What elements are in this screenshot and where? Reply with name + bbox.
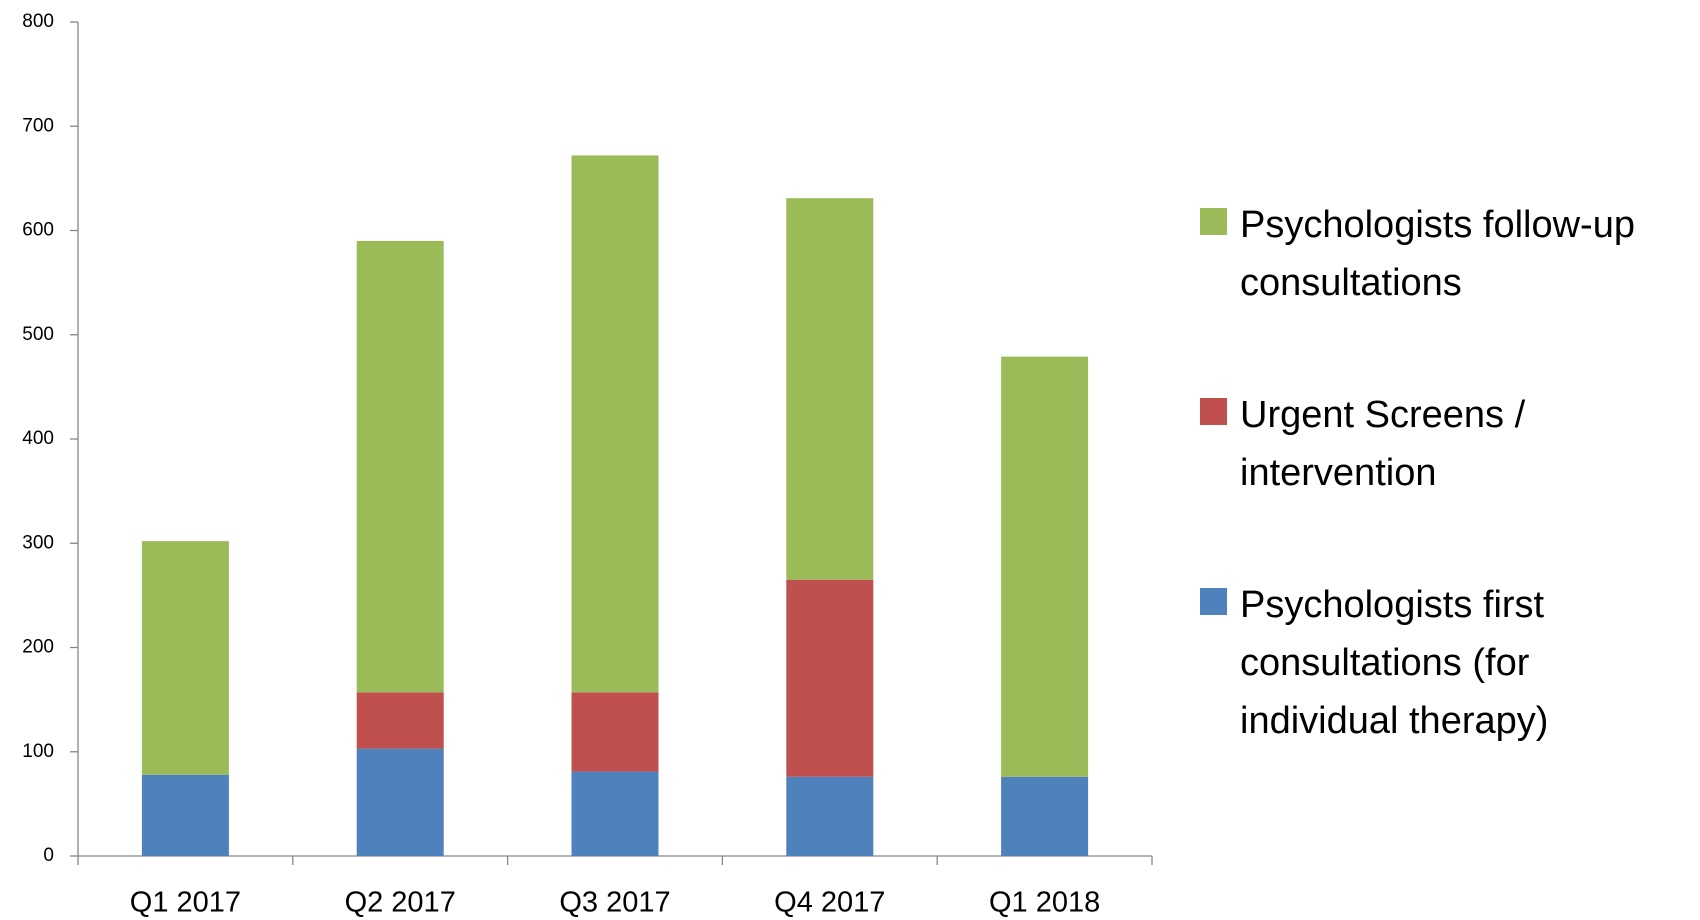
bar-segment [1001, 776, 1089, 856]
bar-segment [141, 541, 229, 775]
bar-segment [356, 748, 444, 856]
legend-item: Psychologists first consultations (for i… [1200, 576, 1680, 750]
legend-swatch [1200, 588, 1227, 615]
y-tick-label: 500 [22, 324, 54, 345]
bar-segment [1001, 356, 1089, 777]
bar-segment [786, 776, 874, 856]
legend: Psychologists follow-up consultations Urg… [1200, 0, 1700, 920]
bar-segment [141, 774, 229, 856]
x-tick-label: Q3 2017 [559, 887, 670, 919]
chart: 0 100 200 300 400 500 600 700 800 Q1 2017 Q2 2017 Q… [22, 11, 1153, 919]
legend-label: Psychologists first consultations (for i… [1240, 584, 1549, 742]
y-tick-label: 800 [22, 11, 54, 32]
y-tick-label: 400 [22, 428, 54, 449]
y-tick-label: 700 [22, 115, 54, 136]
y-tick-label: 200 [22, 637, 54, 658]
x-tick-label: Q1 2018 [989, 887, 1100, 919]
legend-label: Psychologists follow-up consultations [1240, 204, 1635, 304]
x-tick-label: Q1 2017 [130, 887, 241, 919]
x-tick-label: Q4 2017 [774, 887, 885, 919]
legend-label: Urgent Screens / intervention [1240, 394, 1526, 494]
y-tick-label: 0 [43, 845, 54, 866]
bar-segment [571, 771, 659, 856]
y-tick-label: 300 [22, 532, 54, 553]
y-tick-label: 100 [22, 741, 54, 762]
bar-segment [356, 692, 444, 749]
bar-segment [786, 198, 874, 580]
legend-swatch [1200, 398, 1227, 425]
y-tick-label: 600 [22, 220, 54, 241]
bar-segment [571, 692, 659, 772]
x-tick-label: Q2 2017 [345, 887, 456, 919]
bar-segment [356, 240, 444, 693]
legend-item: Urgent Screens / intervention [1200, 386, 1680, 502]
bar-segment [571, 155, 659, 693]
legend-item: Psychologists follow-up consultations [1200, 196, 1680, 312]
bar-segment [786, 579, 874, 777]
legend-swatch [1200, 208, 1227, 235]
